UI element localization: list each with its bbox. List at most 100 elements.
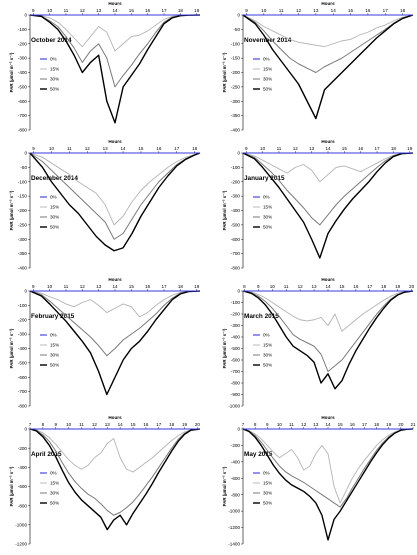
y-tick-label: -300 <box>231 99 241 104</box>
x-tick-label: 9 <box>266 422 269 427</box>
y-tick-label: -600 <box>18 484 28 489</box>
y-tick-label: -50 <box>233 27 240 32</box>
y-tick-label: -600 <box>231 237 241 242</box>
x-tick-label: 16 <box>358 146 364 151</box>
series-line-30pct <box>242 428 414 508</box>
x-tick-label: 12 <box>80 284 86 289</box>
legend-label: 50% <box>50 501 59 506</box>
x-tick-label: 12 <box>92 422 98 427</box>
x-tick-label: 14 <box>118 422 124 427</box>
y-tick-label: -900 <box>231 392 241 397</box>
y-tick-label: -800 <box>231 266 241 271</box>
x-tick-label: 10 <box>66 422 72 427</box>
series-line-30pct <box>29 428 201 516</box>
y-tick-label: -100 <box>231 165 241 170</box>
y-tick-label: -400 <box>18 266 28 271</box>
y-tick-label: -700 <box>18 389 28 394</box>
x-tick-label: 10 <box>277 422 283 427</box>
series-line-15pct <box>29 14 201 52</box>
legend-label: 0% <box>50 333 57 338</box>
series-line-50pct <box>242 428 414 541</box>
y-tick-label: 0 <box>237 427 240 432</box>
x-tick-label: 15 <box>129 8 135 13</box>
chart-panel: 9 10 11 12 13 14 15 16 17 18 Hours 0 -50 -100 -150 -200… <box>0 138 204 272</box>
y-tick-label: -400 <box>18 346 28 351</box>
series-line-50pct <box>29 14 201 124</box>
series-line-15pct <box>29 152 201 226</box>
x-tick-label: 18 <box>400 8 406 13</box>
x-tick-label: 15 <box>130 422 136 427</box>
legend-label: 0% <box>263 471 270 476</box>
x-tick-label: 19 <box>194 284 200 289</box>
x-tick-label: 18 <box>192 146 198 151</box>
series-line-30pct <box>29 152 201 240</box>
x-tick-label: 11 <box>64 8 69 13</box>
x-tick-label: 13 <box>96 8 102 13</box>
legend-label: 30% <box>50 215 59 220</box>
y-tick-label: -500 <box>18 84 28 89</box>
x-tick-label: 9 <box>245 8 248 13</box>
y-tick-label: -150 <box>231 56 241 61</box>
x-tick-label: 10 <box>261 8 267 13</box>
legend-label: 0% <box>263 57 270 62</box>
x-tick-label: 20 <box>409 284 415 289</box>
x-tick-label: 18 <box>169 422 175 427</box>
x-tick-label: 9 <box>32 8 35 13</box>
y-tick-label: -600 <box>231 358 241 363</box>
legend-label: 15% <box>50 343 59 348</box>
x-tick-label: 12 <box>80 8 86 13</box>
y-tick-label: -800 <box>231 381 241 386</box>
x-tick-label: 15 <box>348 8 354 13</box>
x-tick-label: 16 <box>145 8 151 13</box>
x-axis-label: Hours <box>108 1 122 6</box>
y-tick-label: -400 <box>231 335 241 340</box>
y-tick-label: -700 <box>231 251 241 256</box>
x-tick-label: 11 <box>289 422 294 427</box>
x-tick-label: 17 <box>156 422 162 427</box>
y-tick-label: -500 <box>231 222 241 227</box>
x-tick-label: 13 <box>313 422 319 427</box>
x-tick-label: 7 <box>242 422 245 427</box>
x-tick-label: 9 <box>257 284 260 289</box>
y-axis-label: PAR (µmol m⁻² s⁻¹) <box>9 190 14 230</box>
y-tick-label: -200 <box>18 317 28 322</box>
legend-label: 50% <box>50 87 59 92</box>
legend-label: 15% <box>50 67 59 72</box>
legend-label: 15% <box>263 343 272 348</box>
x-tick-label: 20 <box>195 422 201 427</box>
legend-label: 0% <box>263 333 270 338</box>
y-tick-label: -300 <box>18 237 28 242</box>
chart-panel: 7 8 9 10 11 12 13 14 15 16 17 18 19 20 Hours 0 -200 -400 -… <box>0 414 204 550</box>
x-tick-label: 12 <box>301 422 307 427</box>
legend-label: 0% <box>50 195 57 200</box>
series-line-30pct <box>242 14 414 73</box>
x-tick-label: 18 <box>178 8 184 13</box>
x-axis-label: Hours <box>321 139 335 144</box>
legend-label: 0% <box>263 195 270 200</box>
y-axis-label: PAR (µmol m⁻² s⁻¹) <box>222 190 227 230</box>
x-axis-label: Hours <box>108 139 122 144</box>
y-tick-label: -150 <box>18 194 28 199</box>
series-line-15pct <box>242 428 414 504</box>
x-tick-label: 17 <box>374 146 380 151</box>
y-tick-label: -200 <box>231 312 241 317</box>
y-tick-label: -250 <box>231 84 241 89</box>
x-tick-label: 12 <box>293 146 299 151</box>
series-line-15pct <box>29 428 201 473</box>
x-tick-label: 14 <box>325 146 331 151</box>
legend-label: 15% <box>50 481 59 486</box>
y-axis-label: PAR (µmol m⁻² s⁻¹) <box>9 328 14 368</box>
x-axis-label: Hours <box>321 1 335 6</box>
series-line-50pct <box>242 14 414 120</box>
series-line-15pct <box>29 290 201 318</box>
x-tick-label: 12 <box>296 8 302 13</box>
y-tick-label: -800 <box>18 128 28 133</box>
y-tick-label: -100 <box>231 41 241 46</box>
chart-svg: 9 10 11 12 13 14 15 16 17 18 19 Hours 0 -100 -200 -300 -… <box>9 277 201 409</box>
legend-label: 50% <box>263 501 272 506</box>
y-tick-label: -700 <box>231 369 241 374</box>
y-tick-label: -100 <box>18 179 28 184</box>
series-line-50pct <box>29 428 201 531</box>
x-axis-label: Hours <box>108 415 122 420</box>
